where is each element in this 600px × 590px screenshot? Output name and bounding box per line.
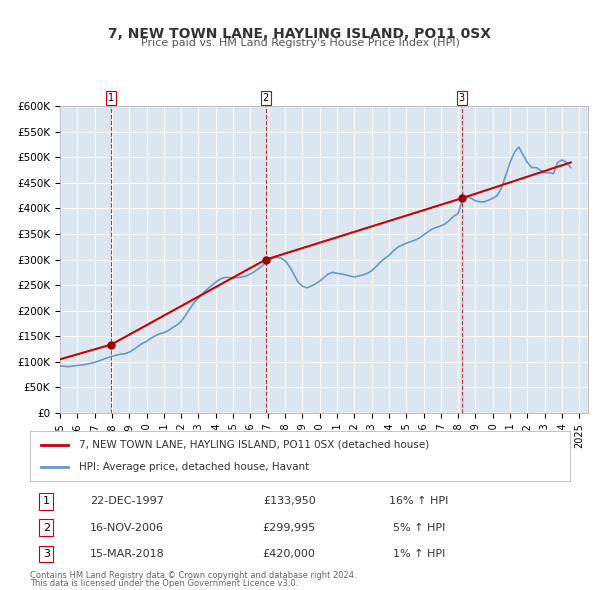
Text: £420,000: £420,000 [263, 549, 316, 559]
Text: This data is licensed under the Open Government Licence v3.0.: This data is licensed under the Open Gov… [30, 579, 298, 588]
Text: £133,950: £133,950 [263, 496, 316, 506]
Text: Contains HM Land Registry data © Crown copyright and database right 2024.: Contains HM Land Registry data © Crown c… [30, 571, 356, 580]
Text: 1: 1 [43, 496, 50, 506]
Text: 2: 2 [263, 93, 269, 103]
Text: 22-DEC-1997: 22-DEC-1997 [90, 496, 164, 506]
Text: 16-NOV-2006: 16-NOV-2006 [90, 523, 164, 533]
Text: 3: 3 [459, 93, 465, 103]
Text: 3: 3 [43, 549, 50, 559]
Text: HPI: Average price, detached house, Havant: HPI: Average price, detached house, Hava… [79, 462, 309, 472]
Text: £299,995: £299,995 [263, 523, 316, 533]
Text: 1% ↑ HPI: 1% ↑ HPI [392, 549, 445, 559]
Text: Price paid vs. HM Land Registry's House Price Index (HPI): Price paid vs. HM Land Registry's House … [140, 38, 460, 48]
Text: 16% ↑ HPI: 16% ↑ HPI [389, 496, 448, 506]
Text: 1: 1 [109, 93, 115, 103]
Text: 7, NEW TOWN LANE, HAYLING ISLAND, PO11 0SX: 7, NEW TOWN LANE, HAYLING ISLAND, PO11 0… [109, 27, 491, 41]
Text: 15-MAR-2018: 15-MAR-2018 [90, 549, 164, 559]
Text: 2: 2 [43, 523, 50, 533]
Text: 7, NEW TOWN LANE, HAYLING ISLAND, PO11 0SX (detached house): 7, NEW TOWN LANE, HAYLING ISLAND, PO11 0… [79, 440, 429, 450]
Text: 5% ↑ HPI: 5% ↑ HPI [392, 523, 445, 533]
